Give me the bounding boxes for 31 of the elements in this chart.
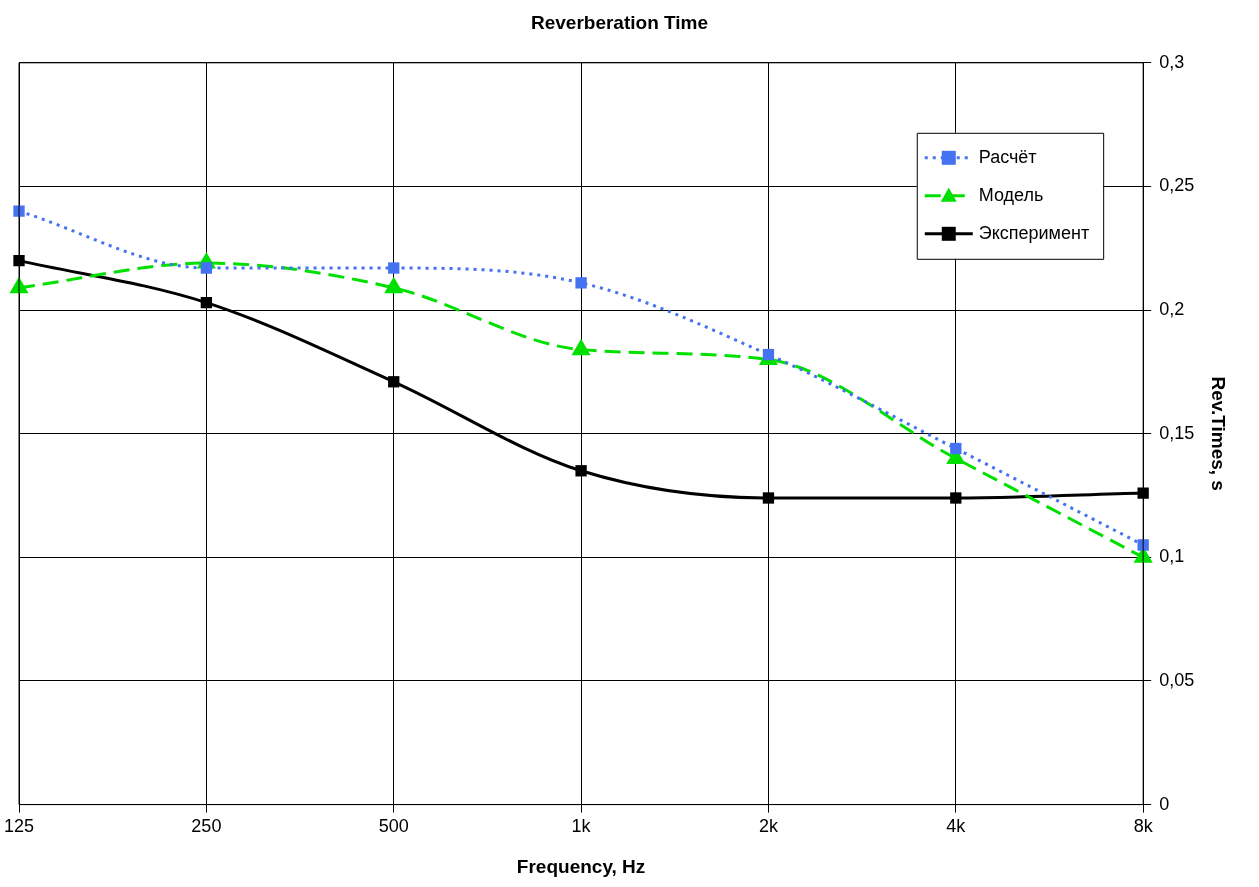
y-tick-label: 0,2: [1159, 299, 1185, 320]
point: [200, 296, 213, 309]
y-tick-label: 0,15: [1159, 422, 1195, 443]
x-axis-title: Frequency, Hz: [516, 855, 646, 877]
point: [200, 262, 213, 274]
x-tick-label: 8k: [1133, 816, 1154, 837]
x-tick-label: 2k: [758, 816, 779, 837]
point: [950, 442, 962, 455]
y-tick-label: 0,25: [1159, 175, 1195, 196]
point: [388, 376, 400, 388]
point: [388, 262, 400, 274]
y-axis-title: Rev.Times, s: [1208, 376, 1230, 491]
point: [575, 465, 587, 477]
point: [950, 492, 962, 504]
y-tick-label: 0: [1159, 793, 1170, 814]
x-tick-label: 1k: [571, 816, 592, 837]
x-tick-label: 4k: [946, 816, 967, 837]
point: [1137, 487, 1149, 499]
chart-title: Reverberation Time: [530, 11, 709, 33]
x-tick-label: 125: [3, 816, 35, 837]
point: [1137, 539, 1149, 551]
legend-label: Расчёт: [978, 146, 1037, 167]
x-tick-label: 250: [191, 816, 222, 837]
y-tick-label: 0,1: [1159, 546, 1185, 567]
legend-label: Эксперимент: [978, 222, 1090, 243]
y-tick-label: 0,3: [1159, 51, 1185, 72]
point: [762, 492, 775, 504]
y-tick-label: 0,05: [1159, 669, 1195, 690]
legend-label: Модель: [978, 184, 1044, 205]
x-tick-label: 500: [378, 816, 409, 837]
point: [575, 277, 587, 289]
